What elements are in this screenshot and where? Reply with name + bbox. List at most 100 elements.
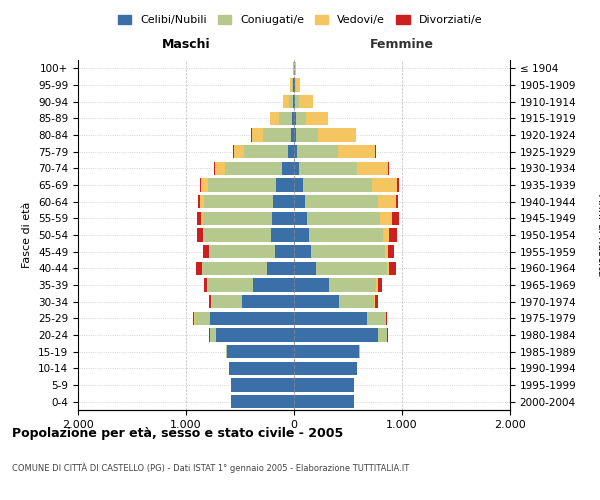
Bar <box>294 212 399 225</box>
Bar <box>291 128 294 141</box>
Bar <box>232 395 294 408</box>
Bar <box>294 328 378 342</box>
Bar <box>294 278 382 291</box>
Bar <box>226 345 294 358</box>
Bar <box>205 228 294 241</box>
Bar <box>226 345 294 358</box>
Bar <box>290 78 294 92</box>
Bar <box>294 345 359 358</box>
Bar <box>294 145 338 158</box>
Bar <box>294 378 355 392</box>
Bar <box>194 312 294 325</box>
Bar <box>294 145 376 158</box>
Bar <box>197 212 294 225</box>
Bar <box>294 178 399 192</box>
Bar <box>294 262 387 275</box>
Bar <box>198 195 294 208</box>
Bar <box>272 212 294 225</box>
Bar <box>267 262 294 275</box>
Bar <box>294 295 375 308</box>
Text: Femmine: Femmine <box>370 38 434 51</box>
Bar <box>203 228 294 241</box>
Bar <box>294 78 301 92</box>
Bar <box>294 162 388 175</box>
Bar <box>294 95 313 108</box>
Bar <box>211 295 294 308</box>
Bar <box>271 228 294 241</box>
Bar <box>294 212 307 225</box>
Bar <box>229 362 294 375</box>
Bar <box>251 128 294 141</box>
Bar <box>210 312 294 325</box>
Bar <box>232 395 294 408</box>
Bar <box>294 195 378 208</box>
Bar <box>294 178 397 192</box>
Bar <box>293 62 294 75</box>
Bar <box>274 195 294 208</box>
Bar <box>210 245 294 258</box>
Bar <box>270 112 294 125</box>
Bar <box>294 345 361 358</box>
Bar <box>294 245 394 258</box>
Bar <box>294 312 388 325</box>
Bar <box>232 395 294 408</box>
Bar <box>294 295 378 308</box>
Bar <box>294 62 295 75</box>
Bar <box>294 112 296 125</box>
Bar <box>279 112 294 125</box>
Bar <box>283 95 294 108</box>
Bar <box>294 162 356 175</box>
Bar <box>294 128 296 141</box>
Bar <box>229 362 294 375</box>
Text: Popolazione per età, sesso e stato civile - 2005: Popolazione per età, sesso e stato civil… <box>12 428 343 440</box>
Bar <box>294 395 355 408</box>
Bar <box>252 128 294 141</box>
Bar <box>294 212 380 225</box>
Bar <box>232 378 294 392</box>
Bar <box>292 112 294 125</box>
Bar <box>293 95 294 108</box>
Bar <box>226 345 294 358</box>
Bar <box>202 262 294 275</box>
Bar <box>294 278 378 291</box>
Bar <box>199 178 294 192</box>
Bar <box>294 212 392 225</box>
Bar <box>294 312 367 325</box>
Bar <box>196 262 294 275</box>
Y-axis label: Anni di nascita: Anni di nascita <box>596 194 600 276</box>
Bar <box>227 345 294 358</box>
Bar <box>294 228 309 241</box>
Bar <box>294 345 361 358</box>
Bar <box>244 145 294 158</box>
Bar <box>263 128 294 141</box>
Bar <box>229 362 294 375</box>
Bar <box>294 128 318 141</box>
Bar <box>232 378 294 392</box>
Bar <box>294 295 374 308</box>
Bar <box>208 278 294 291</box>
Bar <box>294 178 372 192</box>
Bar <box>294 395 355 408</box>
Bar <box>204 278 294 291</box>
Bar <box>232 378 294 392</box>
Bar <box>294 362 356 375</box>
Bar <box>229 362 294 375</box>
Bar <box>293 62 294 75</box>
Bar <box>294 345 361 358</box>
Bar <box>294 328 388 342</box>
Bar <box>209 328 294 342</box>
Bar <box>294 378 355 392</box>
Bar <box>294 228 397 241</box>
Bar <box>294 178 302 192</box>
Bar <box>193 312 294 325</box>
Bar <box>208 178 294 192</box>
Bar <box>203 212 294 225</box>
Bar <box>294 362 356 375</box>
Bar <box>197 228 294 241</box>
Bar <box>294 128 356 141</box>
Bar <box>282 162 294 175</box>
Bar <box>242 295 294 308</box>
Bar <box>294 312 386 325</box>
Bar <box>294 95 295 108</box>
Bar <box>233 145 294 158</box>
